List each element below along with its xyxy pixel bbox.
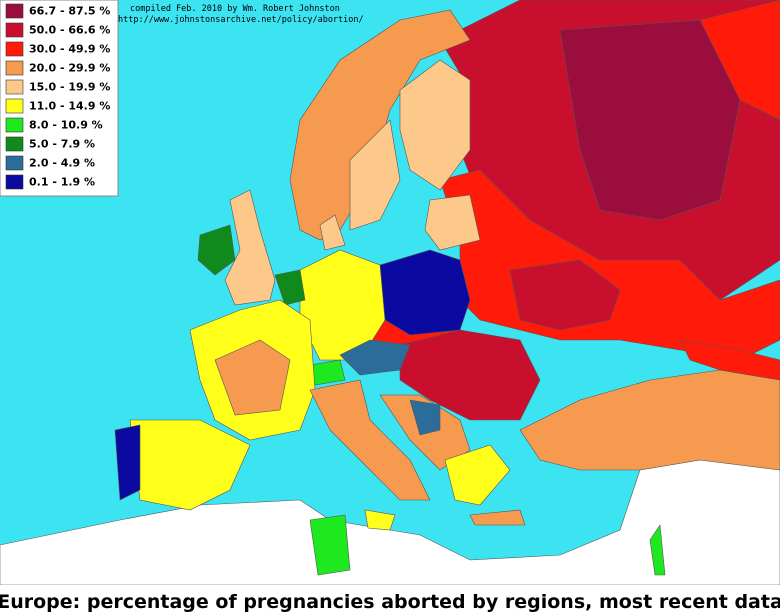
region [364,509,396,531]
title: Europe: percentage of pregnancies aborte… [0,591,780,613]
land-no-data [0,459,780,586]
legend-label: 20.0 - 29.9 % [29,62,110,75]
region [469,509,526,526]
region [274,269,306,306]
credit: http://www.johnstonsarchive.net/policy/a… [118,15,364,25]
title-bar [0,585,780,616]
region [399,59,471,191]
legend-label: 30.0 - 49.9 % [29,43,110,56]
region [349,119,401,231]
credit: compiled Feb. 2010 by Wm. Robert Johnsto… [130,4,340,14]
region [424,194,481,251]
region [114,424,141,501]
region [309,379,431,501]
region [399,329,541,421]
region [339,339,411,376]
legend-swatch [5,41,24,57]
region [699,0,780,121]
legend-label: 0.1 - 1.9 % [29,176,95,189]
region [197,224,236,276]
region [679,339,780,381]
legend-swatch [5,79,24,95]
legend-label: 15.0 - 19.9 % [29,81,110,94]
legend-swatch [5,60,24,76]
region [649,524,666,576]
region [509,259,621,331]
legend-label: 50.0 - 66.6 % [29,24,110,37]
legend-swatch [5,136,24,152]
legend-swatch [5,155,24,171]
legend-swatch [5,98,24,114]
legend-label: 5.0 - 7.9 % [29,138,95,151]
region [519,369,780,471]
legend-swatch [5,22,24,38]
legend-swatch [5,174,24,190]
legend-label: 11.0 - 14.9 % [29,100,110,113]
region [319,214,346,251]
legend-label: 2.0 - 4.9 % [29,157,95,170]
legend-swatch [5,117,24,133]
region [444,444,511,506]
legend-swatch [5,3,24,19]
legend-label: 8.0 - 10.9 % [29,119,103,132]
region [214,339,291,416]
legend-label: 66.7 - 87.5 % [29,5,110,18]
region [309,514,351,576]
region [379,249,471,336]
region [409,399,441,436]
